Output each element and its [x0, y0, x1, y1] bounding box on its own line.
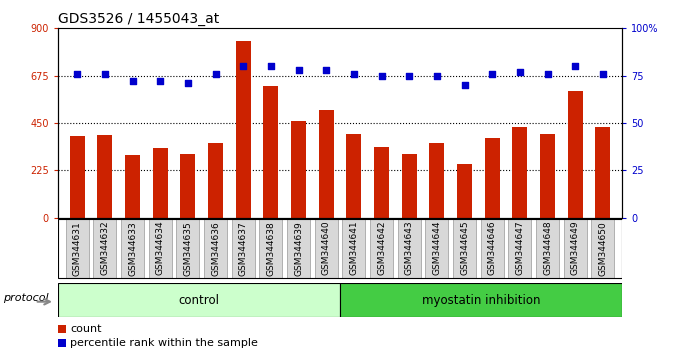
Text: GSM344648: GSM344648 — [543, 221, 552, 275]
Text: myostatin inhibition: myostatin inhibition — [422, 293, 541, 307]
Bar — [58, 339, 66, 347]
Point — [431, 73, 442, 79]
Text: GSM344641: GSM344641 — [350, 221, 358, 275]
Point — [265, 63, 276, 69]
Text: GSM344640: GSM344640 — [322, 221, 330, 275]
Point — [459, 82, 470, 88]
Bar — [595, 127, 611, 218]
Bar — [291, 121, 306, 218]
FancyBboxPatch shape — [398, 219, 421, 278]
Bar — [346, 133, 362, 218]
Bar — [340, 283, 622, 317]
Bar — [208, 143, 223, 218]
Text: GDS3526 / 1455043_at: GDS3526 / 1455043_at — [58, 12, 219, 26]
FancyBboxPatch shape — [93, 219, 116, 278]
FancyBboxPatch shape — [315, 219, 338, 278]
Text: GSM344637: GSM344637 — [239, 221, 248, 275]
Bar — [512, 127, 528, 218]
Point — [542, 71, 553, 76]
Point — [182, 80, 193, 86]
Text: GSM344644: GSM344644 — [432, 221, 441, 275]
Bar — [180, 154, 195, 218]
Point — [376, 73, 387, 79]
FancyBboxPatch shape — [536, 219, 559, 278]
Text: GSM344646: GSM344646 — [488, 221, 496, 275]
FancyBboxPatch shape — [564, 219, 587, 278]
Point — [598, 71, 609, 76]
Bar — [540, 133, 555, 218]
Text: GSM344634: GSM344634 — [156, 221, 165, 275]
Point — [99, 71, 110, 76]
Bar — [97, 135, 112, 218]
FancyBboxPatch shape — [508, 219, 532, 278]
Bar — [235, 41, 251, 218]
FancyBboxPatch shape — [65, 219, 89, 278]
FancyBboxPatch shape — [370, 219, 393, 278]
FancyBboxPatch shape — [121, 219, 144, 278]
Bar — [429, 143, 445, 218]
Point — [210, 71, 221, 76]
FancyBboxPatch shape — [425, 219, 448, 278]
FancyBboxPatch shape — [176, 219, 199, 278]
Text: control: control — [178, 293, 220, 307]
Text: GSM344650: GSM344650 — [598, 221, 607, 275]
Point — [404, 73, 415, 79]
Bar — [457, 164, 472, 218]
FancyBboxPatch shape — [148, 219, 172, 278]
Text: GSM344642: GSM344642 — [377, 221, 386, 275]
Text: GSM344643: GSM344643 — [405, 221, 413, 275]
Point — [238, 63, 249, 69]
FancyBboxPatch shape — [591, 219, 615, 278]
Text: percentile rank within the sample: percentile rank within the sample — [71, 338, 258, 348]
FancyBboxPatch shape — [342, 219, 365, 278]
Point — [570, 63, 581, 69]
Text: protocol: protocol — [3, 293, 48, 303]
Text: GSM344633: GSM344633 — [128, 221, 137, 275]
Bar — [263, 86, 278, 218]
Text: GSM344639: GSM344639 — [294, 221, 303, 275]
Bar — [69, 136, 85, 218]
FancyBboxPatch shape — [259, 219, 282, 278]
Point — [487, 71, 498, 76]
Bar — [318, 110, 334, 218]
Text: GSM344631: GSM344631 — [73, 221, 82, 275]
Bar — [485, 138, 500, 218]
Bar — [125, 155, 140, 218]
Point — [155, 79, 166, 84]
Text: GSM344649: GSM344649 — [571, 221, 579, 275]
Bar — [568, 91, 583, 218]
FancyBboxPatch shape — [453, 219, 476, 278]
Point — [321, 67, 332, 73]
Text: GSM344638: GSM344638 — [267, 221, 275, 275]
Point — [514, 69, 525, 75]
Bar — [152, 148, 168, 218]
Text: GSM344636: GSM344636 — [211, 221, 220, 275]
Bar — [58, 325, 66, 333]
Bar — [374, 147, 389, 218]
FancyBboxPatch shape — [204, 219, 227, 278]
Bar — [402, 154, 417, 218]
Text: GSM344647: GSM344647 — [515, 221, 524, 275]
Text: GSM344632: GSM344632 — [101, 221, 109, 275]
Text: GSM344635: GSM344635 — [184, 221, 192, 275]
Point — [127, 79, 138, 84]
Point — [348, 71, 359, 76]
Point — [293, 67, 304, 73]
FancyBboxPatch shape — [481, 219, 504, 278]
Point — [71, 71, 82, 76]
FancyBboxPatch shape — [232, 219, 255, 278]
Text: count: count — [71, 324, 102, 334]
FancyBboxPatch shape — [287, 219, 310, 278]
Bar — [58, 283, 340, 317]
Text: GSM344645: GSM344645 — [460, 221, 469, 275]
